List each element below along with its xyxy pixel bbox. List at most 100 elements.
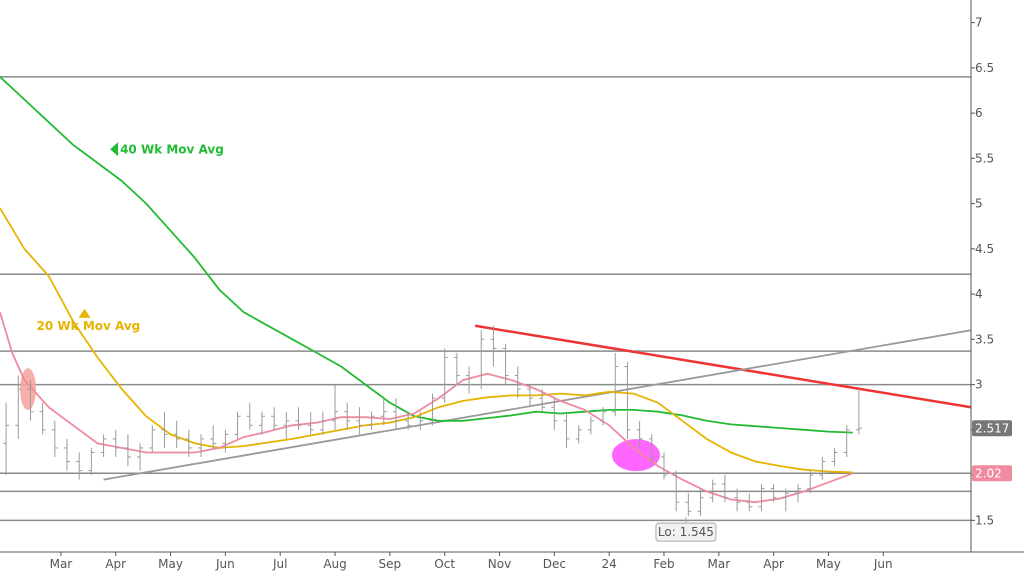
price-bar [831,447,838,467]
price-bar [794,484,801,503]
price-bar [697,488,704,516]
y-tick-label: 3.5 [975,332,994,346]
x-axis-ticks[interactable]: Mar Apr May Jun Jul Aug Sep Oct Nov Dec 24 Feb Mar Ap… [50,552,893,571]
price-bar [782,488,789,512]
series-line [0,76,853,434]
price-bar [3,402,10,476]
horizontal-levels [0,76,971,522]
price-bar [356,407,363,435]
y-tick-label: 5 [975,197,983,211]
price-bar [258,411,265,435]
price-bar [149,425,156,453]
price-bar [770,484,777,503]
y-tick-label: 7 [975,16,983,30]
price-bar [332,384,339,430]
price-bar [15,375,22,439]
price-bar [222,429,229,453]
moving-average-lines [0,76,854,504]
price-bar [514,366,521,399]
price-bar [466,366,473,394]
price-bar [88,447,95,476]
price-bar [100,434,107,457]
price-bar [587,416,594,435]
price-bar [283,411,290,439]
x-tick-label: 24 [602,557,617,571]
y-tick-label: 4.5 [975,242,994,256]
x-tick-label: May [158,557,183,571]
price-bar [502,343,509,385]
price-bar [575,425,582,444]
price-bar [64,438,71,471]
price-bar [526,384,533,408]
x-tick-label: Sep [379,557,402,571]
y-axis-ticks[interactable]: 1.522.533.544.555.566.57 [971,16,994,528]
price-bar [380,398,387,426]
price-bar [210,425,217,448]
price-bar [843,425,850,457]
x-tick-label: Jul [272,557,287,571]
price-bar [660,452,667,480]
price-bar [271,407,278,430]
price-bar [405,411,412,430]
price-bar [368,411,375,430]
annotations: 40 Wk Mov Avg 20 Wk Mov Avg Lo: 1.545 [37,142,717,542]
x-tick-label: Mar [707,557,730,571]
price-bar [551,398,558,430]
price-bar [709,479,716,503]
y-tick-label: 3 [975,378,983,392]
y-tick-label: 5.5 [975,151,994,165]
price-bar [855,389,862,435]
price-bar [112,429,119,457]
price-bar [734,488,741,512]
annotation-label: 40 Wk Mov Avg [120,142,224,156]
y-tick-label: 6 [975,106,983,120]
y-tick-label: 1.5 [975,513,994,527]
trendlines [103,324,972,481]
series-line [0,311,854,504]
price-bar [173,420,180,448]
annotation-arrow-icon [78,308,91,318]
series-line [0,207,853,474]
price-bar [721,475,728,503]
price-bar [234,411,241,439]
trendline [103,329,972,481]
price-bar [185,429,192,457]
x-tick-label: Mar [50,557,73,571]
price-bar [819,456,826,480]
price-bar [429,393,436,426]
price-bar [441,348,448,403]
price-bar [600,407,607,426]
x-tick-label: Oct [434,557,455,571]
y-tick-label: 4 [975,287,983,301]
price-tag-label: 2.02 [975,466,1002,480]
price-bar [39,402,46,435]
price-bar [478,330,485,390]
x-tick-label: Apr [763,557,784,571]
x-tick-label: Dec [543,557,566,571]
x-tick-label: Feb [653,557,674,571]
price-bar [246,402,253,430]
price-tags: 2.517 2.02 [972,420,1012,482]
price-bar [685,493,692,517]
price-bar [198,434,205,457]
price-bar [758,484,765,512]
price-bar [137,443,144,471]
price-bar [636,420,643,448]
price-bar [746,493,753,512]
price-bar [307,411,314,435]
price-bar [648,434,655,467]
x-tick-label: Aug [323,557,346,571]
highlight-oval [611,439,660,472]
price-bar [490,325,497,367]
price-bar [624,361,631,439]
price-bar [417,411,424,430]
price-bar [295,407,302,430]
price-tag-box [972,465,1012,482]
price-bar [807,470,814,494]
price-tag-label: 2.517 [975,421,1009,435]
price-bar [319,411,326,435]
price-bar [612,352,619,417]
price-bar [27,380,34,421]
annotation-arrow-icon [110,142,119,157]
